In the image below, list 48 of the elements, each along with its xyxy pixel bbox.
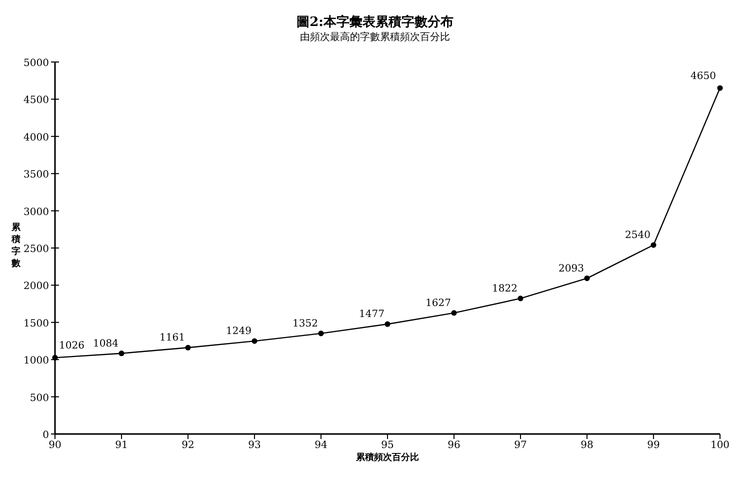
- point: [318, 330, 324, 336]
- data-label: 1084: [93, 338, 118, 350]
- chart-title: 圖2:本字彙表累積字數分布: [296, 14, 454, 30]
- point: [518, 296, 524, 302]
- y-tick-label: 5000: [24, 58, 49, 69]
- x-tick-label: 91: [115, 440, 128, 451]
- x-tick-label: 100: [710, 440, 730, 451]
- x-tick-label: 96: [448, 440, 460, 451]
- data-label: 4650: [690, 71, 716, 82]
- data-label: 1249: [226, 326, 252, 338]
- point: [252, 338, 258, 344]
- point: [650, 242, 656, 248]
- x-axis-title: 累積頻次百分比: [355, 452, 419, 463]
- data-label: 1627: [426, 298, 451, 309]
- x-tick-label: 92: [182, 440, 194, 451]
- data-label: 2093: [558, 263, 584, 274]
- y-tick-label: 2500: [24, 244, 49, 255]
- y-tick-label: 4500: [24, 95, 49, 106]
- y-tick-label: 1500: [24, 318, 49, 330]
- data-label: 1477: [359, 309, 384, 320]
- point: [185, 344, 191, 350]
- x-tick-label: 90: [48, 440, 62, 451]
- point: [118, 350, 124, 356]
- y-tick-label: 500: [30, 392, 49, 404]
- y-tick-label: 4000: [24, 132, 49, 144]
- data-label: 1822: [492, 283, 518, 294]
- y-tick-label: 3000: [24, 206, 49, 218]
- y-tick-label: 3500: [24, 170, 49, 181]
- y-axis-title: 累積字數: [10, 222, 22, 269]
- point: [717, 85, 723, 91]
- chart-subtitle: 由頻次最高的字數累積頻次百分比: [300, 31, 450, 43]
- data-label: 1352: [292, 318, 318, 330]
- y-tick-label: 0: [42, 430, 49, 441]
- data-label: 1161: [160, 332, 185, 344]
- x-tick-label: 98: [580, 440, 594, 451]
- y-tick-label: 1000: [24, 356, 49, 367]
- x-tick-label: 94: [314, 440, 328, 451]
- point: [451, 310, 457, 316]
- data-label: 1026: [59, 340, 84, 352]
- point: [584, 275, 590, 282]
- x-tick-label: 93: [248, 440, 261, 451]
- y-tick-label: 2000: [24, 281, 49, 292]
- x-tick-label: 99: [647, 440, 660, 451]
- point: [52, 354, 58, 360]
- point: [384, 321, 390, 327]
- x-tick-label: 95: [381, 440, 394, 451]
- data-label: 2540: [625, 230, 650, 242]
- x-tick-label: 97: [514, 440, 527, 451]
